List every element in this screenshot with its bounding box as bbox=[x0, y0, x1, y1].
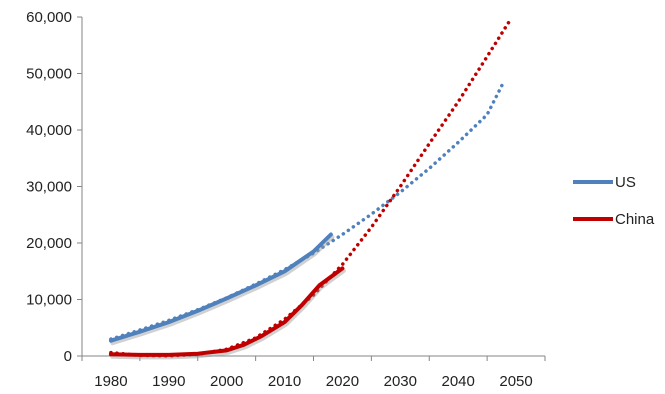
y-tick-label: 60,000 bbox=[26, 9, 72, 26]
x-tick-label: 2020 bbox=[326, 373, 359, 390]
series-shadow-us bbox=[110, 235, 335, 346]
x-tick-label: 1990 bbox=[152, 373, 185, 390]
axes: 0 10,000 20,000 30,000 40,000 50,000 60,000 198… bbox=[26, 9, 546, 390]
legend-label-us: US bbox=[615, 174, 636, 191]
x-tick-label: 2000 bbox=[210, 373, 243, 390]
trendlines bbox=[109, 18, 513, 358]
x-tick-label: 1980 bbox=[94, 373, 127, 390]
x-tick-label: 2030 bbox=[384, 373, 417, 390]
x-tick-label: 2010 bbox=[268, 373, 301, 390]
series-line-us bbox=[108, 232, 333, 343]
y-tick-label: 0 bbox=[64, 348, 72, 365]
legend: US China bbox=[573, 174, 655, 228]
y-tick-label: 10,000 bbox=[26, 292, 72, 309]
series-shadow-china bbox=[110, 268, 346, 360]
y-tick-label: 50,000 bbox=[26, 66, 72, 83]
legend-label-china: China bbox=[615, 211, 655, 228]
series-lines bbox=[108, 232, 346, 360]
y-tick-label: 40,000 bbox=[26, 122, 72, 139]
y-tick-label: 30,000 bbox=[26, 179, 72, 196]
y-tick-label: 20,000 bbox=[26, 235, 72, 252]
x-tick-label: 2040 bbox=[442, 373, 475, 390]
trendline-china bbox=[109, 18, 513, 358]
series-line-china bbox=[108, 266, 345, 357]
x-tick-label: 2050 bbox=[499, 373, 532, 390]
